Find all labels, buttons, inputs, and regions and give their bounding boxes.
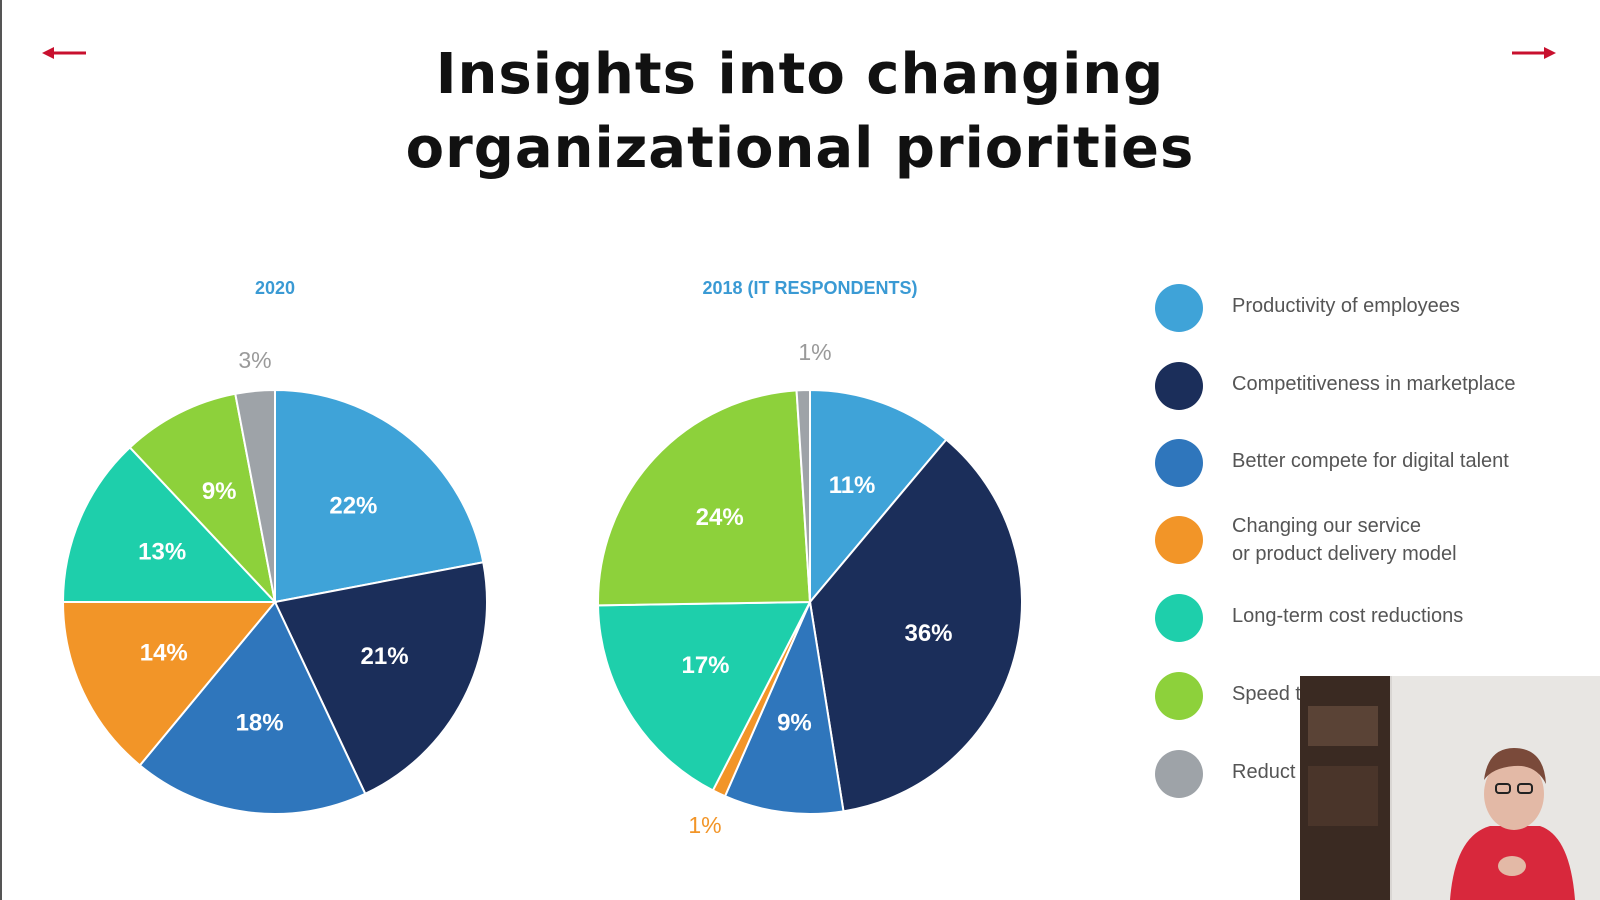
pie-slice xyxy=(795,388,811,603)
pie-slice xyxy=(138,600,367,815)
pie-slice xyxy=(274,388,485,604)
legend-label: Reduct xyxy=(1232,761,1296,783)
slice-label: 1% xyxy=(798,339,831,365)
pie-slice xyxy=(597,389,812,607)
legend-label: Better compete for digital talent xyxy=(1232,450,1509,472)
pie-slice xyxy=(723,598,845,815)
legend-item: Speed t xyxy=(1155,672,1555,732)
pie-chart-1: 2018 (IT RESPONDENTS) 11% 36% 9% 1% 17% 24% 1% xyxy=(597,278,1023,838)
slice-label: 13% xyxy=(138,539,186,566)
chart-title: 2020 xyxy=(255,278,295,298)
slice-label: 9% xyxy=(202,478,237,505)
slide-title-line-2: organizational priorities xyxy=(405,116,1195,181)
arrow-left-icon[interactable] xyxy=(34,36,94,70)
pie-slice xyxy=(234,388,276,603)
slide-title-line-1: Insights into changing xyxy=(435,42,1165,107)
slice-label: 14% xyxy=(140,640,188,667)
slice-label: 18% xyxy=(236,709,284,736)
legend-label: Long-term cost reductions xyxy=(1232,605,1464,627)
legend-label: Changing our service or product delivery… xyxy=(1232,515,1457,565)
slice-label: 17% xyxy=(681,652,729,679)
legend-item: Reduct xyxy=(1155,750,1555,810)
legend-swatch xyxy=(1155,516,1203,564)
legend-label: Competitiveness in marketplace xyxy=(1232,373,1516,395)
legend-item: Competitiveness in marketplace xyxy=(1155,362,1555,422)
pie-slice xyxy=(597,600,812,792)
pie-slice xyxy=(128,392,277,606)
pie-chart-0: 2020 22% 21% 18% 14% 13% 9% 3% xyxy=(61,278,488,815)
slice-label: 22% xyxy=(329,493,377,520)
legend-item: Long-term cost reductions xyxy=(1155,594,1555,654)
slice-label: 21% xyxy=(361,643,409,670)
pie-slice xyxy=(809,388,948,605)
chart-title: 2018 (IT RESPONDENTS) xyxy=(702,278,917,298)
slice-label: 11% xyxy=(829,472,876,499)
slice-label: 9% xyxy=(777,709,812,736)
slice-label: 1% xyxy=(688,812,721,838)
legend-swatch xyxy=(1155,672,1203,720)
frame-edge xyxy=(0,0,2,900)
arrow-right-icon[interactable] xyxy=(1504,36,1564,70)
legend-item: Better compete for digital talent xyxy=(1155,439,1555,499)
legend-swatch xyxy=(1155,284,1203,332)
pie-slice xyxy=(61,446,278,603)
legend-swatch xyxy=(1155,439,1203,487)
pie-slice xyxy=(808,438,1023,813)
legend-swatch xyxy=(1155,750,1203,798)
legend-swatch xyxy=(1155,362,1203,410)
slice-label: 36% xyxy=(904,620,952,647)
webcam-video xyxy=(1300,676,1600,900)
slide-title: Insights into changing organizational pr… xyxy=(0,38,1600,186)
legend-label: Speed t xyxy=(1232,683,1301,705)
legend-item: Productivity of employees xyxy=(1155,284,1555,344)
slice-label: 3% xyxy=(238,347,271,373)
pie-slice xyxy=(61,601,278,767)
pie-slice xyxy=(273,561,488,796)
legend-label: Productivity of employees xyxy=(1232,295,1460,317)
legend-item: Changing our service or product delivery… xyxy=(1155,515,1555,576)
slice-label: 24% xyxy=(696,504,744,531)
legend-swatch xyxy=(1155,594,1203,642)
